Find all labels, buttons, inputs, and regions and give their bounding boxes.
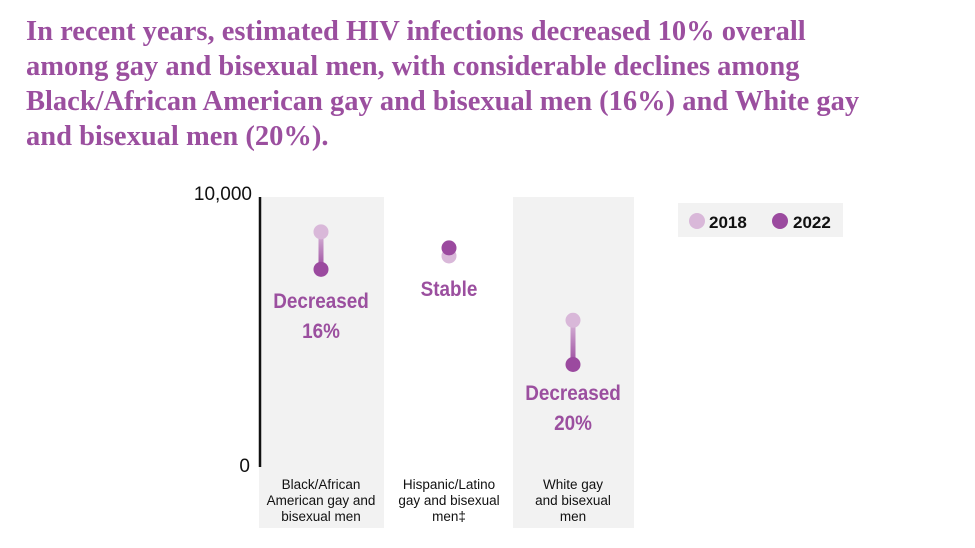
x-category-label: bisexual men [281, 509, 361, 524]
title-line: and bisexual men (20%). [26, 121, 329, 152]
legend [678, 203, 843, 237]
change-annotation: 20% [554, 412, 592, 435]
point-2018 [565, 312, 581, 328]
legend-label-2022: 2022 [793, 213, 831, 232]
legend-swatch-2018 [689, 213, 705, 229]
dumbbell-connector [318, 231, 324, 270]
point-2018 [313, 224, 329, 240]
x-category-label: men‡ [432, 509, 466, 524]
chart-title: In recent years, estimated HIV infection… [26, 14, 859, 154]
x-category-label: Black/African [282, 477, 361, 492]
x-category-label: Hispanic/Latino [403, 477, 495, 492]
change-annotation: Decreased [273, 290, 369, 313]
point-2022 [313, 261, 329, 277]
x-category-label: White gay [543, 477, 603, 492]
title-line: Black/African American gay and bisexual … [26, 86, 860, 117]
change-annotation: Decreased [525, 382, 621, 405]
legend-label-2018: 2018 [709, 213, 747, 232]
legend-swatch-2022 [772, 213, 788, 229]
change-annotation: Stable [421, 278, 478, 301]
point-2022 [441, 240, 457, 256]
change-annotation: 16% [302, 320, 340, 343]
x-category-label: and bisexual [535, 493, 611, 508]
title-line: In recent years, estimated HIV infection… [26, 16, 806, 47]
x-category-label: men [560, 509, 586, 524]
y-tick-label: 0 [239, 456, 250, 477]
title-line: among gay and bisexual men, with conside… [26, 51, 800, 82]
dumbbell-connector [570, 320, 576, 365]
x-category-label: American gay and [267, 493, 376, 508]
y-tick-label: 10,000 [194, 184, 252, 205]
x-category-label: gay and bisexual [398, 493, 499, 508]
point-2022 [565, 357, 581, 372]
